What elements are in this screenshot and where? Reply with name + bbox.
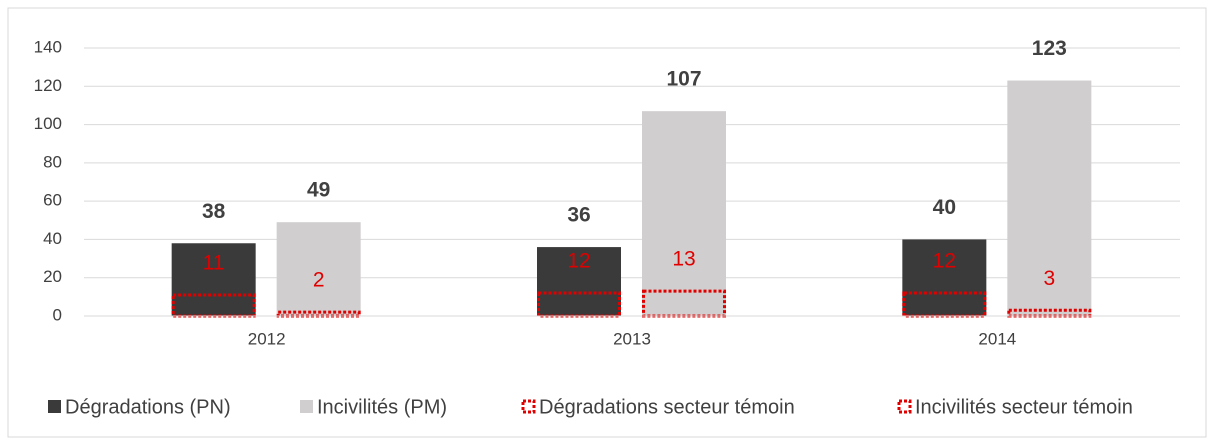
bar bbox=[902, 239, 987, 316]
y-tick-label: 40 bbox=[43, 229, 62, 248]
y-tick-label: 80 bbox=[43, 152, 62, 171]
value-label: 12 bbox=[933, 250, 956, 273]
value-label: 49 bbox=[307, 179, 330, 202]
value-label: 13 bbox=[672, 248, 695, 271]
value-label: 107 bbox=[666, 68, 701, 91]
y-tick-label: 120 bbox=[34, 76, 62, 95]
x-tick-label: 2012 bbox=[248, 329, 286, 348]
y-tick-label: 100 bbox=[34, 114, 62, 133]
value-label: 2 bbox=[313, 269, 325, 292]
bar bbox=[171, 243, 256, 316]
bar bbox=[276, 222, 361, 316]
legend-label: Dégradations (PN) bbox=[65, 396, 231, 418]
overlay-bar bbox=[537, 291, 621, 318]
y-tick-label: 140 bbox=[34, 37, 62, 56]
bar bbox=[642, 111, 726, 317]
value-label: 12 bbox=[567, 250, 590, 273]
x-tick-label: 2014 bbox=[978, 329, 1016, 348]
value-label: 38 bbox=[202, 200, 226, 223]
value-label: 36 bbox=[567, 204, 590, 227]
value-label: 3 bbox=[1043, 267, 1055, 290]
x-tick-label: 2013 bbox=[613, 329, 651, 348]
legend-label: Incivilités (PM) bbox=[317, 396, 447, 418]
bar bbox=[1007, 80, 1092, 317]
legend-swatch bbox=[48, 400, 61, 413]
overlay-bar bbox=[902, 291, 987, 318]
legend-label: Dégradations secteur témoin bbox=[539, 396, 795, 418]
y-tick-label: 0 bbox=[53, 305, 62, 324]
legend-label: Incivilités secteur témoin bbox=[915, 396, 1133, 418]
y-tick-label: 20 bbox=[43, 267, 62, 286]
y-tick-label: 60 bbox=[43, 191, 62, 210]
legend-swatch bbox=[300, 400, 313, 413]
legend-swatch bbox=[897, 399, 912, 414]
value-label: 123 bbox=[1032, 37, 1067, 60]
chart-border bbox=[7, 7, 1207, 438]
legend-swatch bbox=[521, 399, 536, 414]
value-label: 11 bbox=[203, 251, 225, 274]
value-label: 40 bbox=[933, 196, 956, 219]
bar bbox=[537, 247, 621, 316]
